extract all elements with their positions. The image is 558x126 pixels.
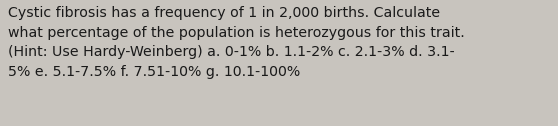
Text: Cystic fibrosis has a frequency of 1 in 2,000 births. Calculate
what percentage : Cystic fibrosis has a frequency of 1 in … (8, 6, 465, 79)
